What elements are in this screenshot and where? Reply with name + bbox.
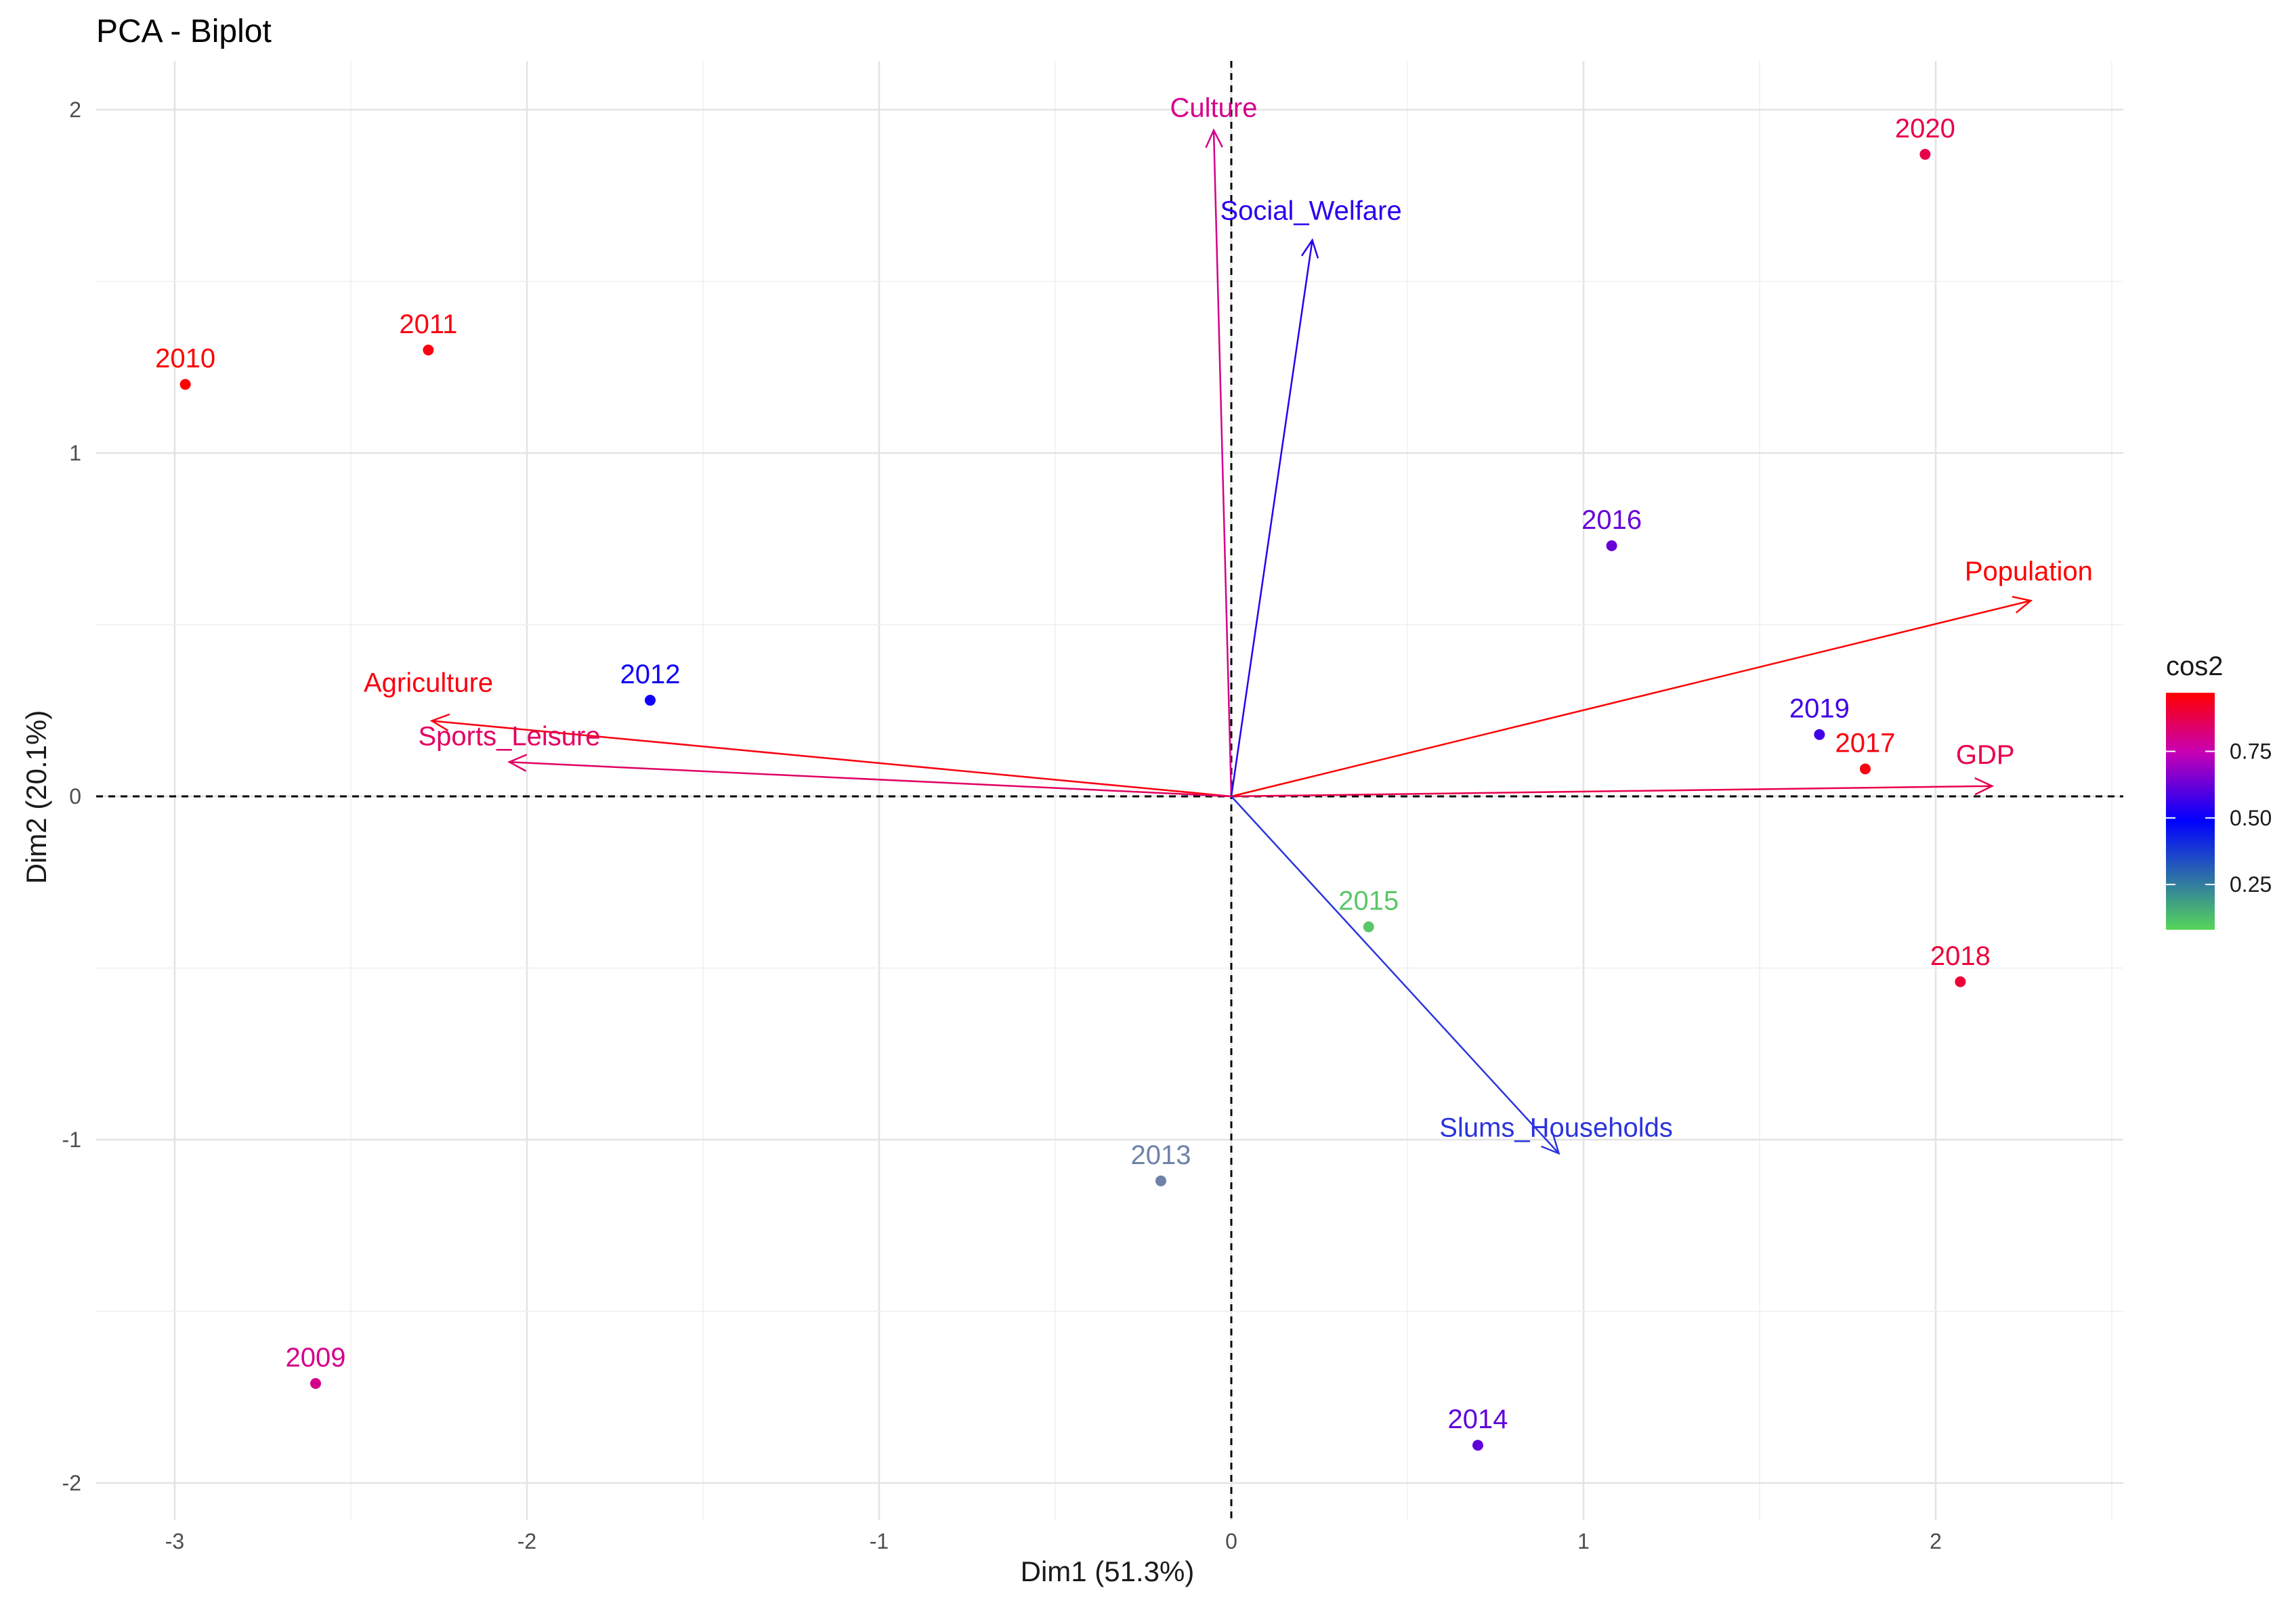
legend-tick-label: 0.50 (2230, 806, 2272, 830)
x-tick-label: 1 (1577, 1529, 1590, 1553)
legend-title: cos2 (2166, 651, 2224, 681)
variable-label: Social_Welfare (1220, 196, 1401, 226)
chart-title: PCA - Biplot (96, 14, 272, 49)
individual-point (423, 344, 434, 356)
legend-colorbar (2166, 693, 2215, 930)
variable-arrowhead (507, 754, 528, 772)
variable-arrow (1231, 796, 1560, 1155)
variable-label: Population (1965, 557, 2093, 586)
individual-label: 2014 (1448, 1404, 1508, 1434)
legend-tick-label: 0.25 (2230, 872, 2272, 897)
zero-axes (96, 61, 2123, 1520)
individual-point (310, 1377, 321, 1389)
y-tick-label: 1 (69, 441, 81, 465)
individual-point (179, 379, 191, 390)
individual-label: 2017 (1835, 728, 1896, 758)
individual-point (645, 695, 656, 706)
individual-label: 2015 (1338, 886, 1399, 916)
x-tick-label: -2 (517, 1529, 536, 1553)
y-axis-title: Dim2 (20.1%) (20, 710, 52, 884)
variable-label: Agriculture (364, 668, 493, 697)
y-tick-label: -2 (62, 1471, 81, 1495)
individual-label: 2018 (1930, 941, 1991, 971)
individual-label: 2011 (399, 309, 457, 339)
variable-arrowhead (1300, 238, 1319, 259)
individual-point (1363, 921, 1374, 932)
x-tick-label: 0 (1225, 1529, 1237, 1553)
variable-arrows: Culture Social_Welfare Population GDP Agricu… (364, 93, 2093, 1155)
individual-point (1472, 1440, 1483, 1451)
individual-points: 2009 2010 2011 2012 2013 2014 2015 2016 2017 2018… (155, 114, 1991, 1451)
variable-label: Slums_Households (1439, 1113, 1673, 1142)
individual-label: 2012 (620, 660, 681, 689)
variable-arrowhead (2012, 595, 2033, 614)
individual-point (1606, 540, 1617, 551)
variable-arrowhead (429, 713, 450, 731)
individual-point (1955, 976, 1966, 987)
individual-point (1155, 1175, 1166, 1186)
variable-arrowhead (1541, 1135, 1560, 1155)
variable-arrowhead (1974, 777, 1995, 796)
variable-label: Sports_Leisure (418, 721, 600, 751)
y-tick-label: 2 (69, 98, 81, 122)
x-tick-label: 2 (1930, 1529, 1942, 1553)
cos2-legend: cos2 0.25 0.50 0.75 (2166, 651, 2272, 930)
individual-label: 2019 (1789, 694, 1850, 724)
variable-arrow (509, 761, 1232, 798)
individual-point (1860, 763, 1871, 775)
individual-point (1814, 729, 1825, 740)
individual-label: 2010 (155, 344, 215, 374)
legend-tick-label: 0.75 (2230, 739, 2272, 764)
variable-arrowhead (1205, 128, 1223, 148)
variable-label: Culture (1170, 93, 1258, 123)
individual-label: 2013 (1131, 1140, 1191, 1170)
variable-arrow (431, 720, 1232, 798)
individual-label: 2009 (286, 1343, 346, 1373)
individual-point (1919, 148, 1931, 160)
individual-label: 2016 (1581, 505, 1642, 535)
variable-label: GDP (1956, 740, 2015, 770)
variable-arrow (1212, 130, 1233, 797)
y-tick-label: -1 (62, 1127, 81, 1152)
x-tick-label: -3 (165, 1529, 184, 1553)
legend-ticks: 0.25 0.50 0.75 (2166, 739, 2272, 897)
y-tick-label: 0 (69, 784, 81, 809)
variable-arrow (1230, 240, 1313, 797)
individual-label: 2020 (1895, 114, 1955, 144)
tick-labels: -3 -2 -1 0 1 2 -2 -1 0 1 2 (62, 98, 1942, 1553)
variable-arrow (1231, 785, 1993, 798)
x-tick-label: -1 (870, 1529, 889, 1553)
variable-arrow (1231, 599, 2031, 798)
x-axis-title: Dim1 (51.3%) (1021, 1555, 1195, 1587)
